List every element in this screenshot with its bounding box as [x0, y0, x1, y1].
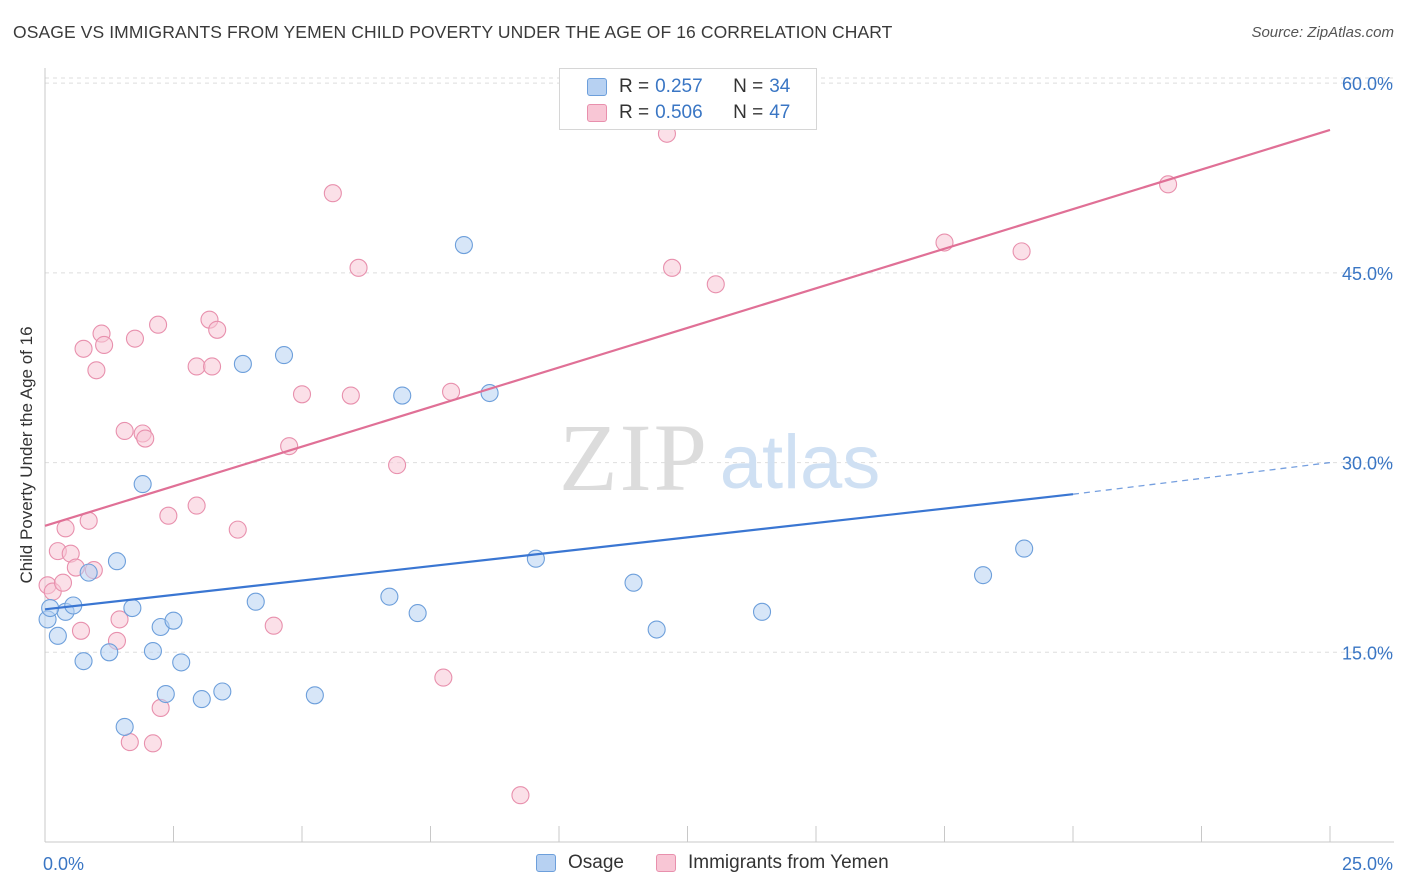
- legend: R = 0.257 N = 34 R = 0.506 N = 47: [559, 68, 817, 130]
- yemen-point: [95, 335, 114, 355]
- legend-n-value: 47: [769, 102, 791, 123]
- bottom-legend-label-yemen: Immigrants from Yemen: [688, 852, 889, 873]
- legend-row-yemen: R = 0.506 N = 47: [587, 100, 790, 126]
- osage-point: [624, 573, 643, 592]
- osage-point: [973, 566, 993, 585]
- osage-point: [48, 626, 67, 645]
- bottom-legend-swatch-osage: [536, 854, 556, 872]
- x-tick-label: 0.0%: [43, 854, 84, 874]
- chart-title: OSAGE VS IMMIGRANTS FROM YEMEN CHILD POV…: [13, 22, 893, 42]
- osage-point: [305, 686, 324, 705]
- y-tick-label: 15.0%: [1342, 643, 1393, 663]
- legend-r-value: 0.257: [655, 76, 703, 97]
- yemen-point: [159, 506, 178, 525]
- osage-point: [454, 236, 473, 255]
- yemen-point: [110, 610, 129, 629]
- osage-point: [213, 682, 232, 701]
- watermark-zip: ZIP: [559, 404, 709, 511]
- yemen-point: [434, 668, 453, 687]
- yemen-point: [87, 361, 106, 380]
- yemen-point: [442, 382, 461, 401]
- osage-point: [74, 652, 93, 671]
- bottom-legend-swatch-yemen: [656, 854, 676, 872]
- osage-point: [115, 717, 134, 736]
- bottom-legend-osage: Osage: [536, 852, 624, 874]
- yemen-point: [511, 786, 530, 805]
- yemen-point: [208, 320, 227, 339]
- yemen-point: [143, 734, 162, 753]
- yemen-point: [1012, 242, 1031, 261]
- yemen-point: [228, 520, 247, 539]
- legend-r-label: R =: [619, 102, 650, 123]
- yemen-point: [125, 329, 144, 348]
- osage-point: [123, 598, 142, 618]
- yemen-point: [71, 621, 91, 640]
- osage-point: [192, 690, 211, 709]
- y-tick-label: 45.0%: [1342, 264, 1393, 284]
- yemen-point: [706, 275, 725, 294]
- yemen-point: [74, 339, 93, 358]
- osage-point: [380, 587, 399, 606]
- yemen-point: [149, 315, 168, 334]
- yemen-point: [663, 258, 682, 277]
- legend-row-osage: R = 0.257 N = 34: [587, 74, 790, 100]
- osage-point: [100, 643, 119, 662]
- watermark-atlas: atlas: [720, 420, 881, 505]
- yemen-point: [323, 184, 342, 203]
- osage-point: [107, 552, 127, 571]
- watermark: ZIP atlas: [559, 404, 880, 511]
- legend-swatch-yemen: [587, 104, 607, 122]
- bottom-legend-label-osage: Osage: [568, 852, 624, 873]
- osage-point: [233, 354, 252, 373]
- osage-point: [393, 386, 412, 405]
- tick-labels: 15.0% 30.0% 45.0% 60.0% 0.0% 25.0%: [43, 74, 1393, 874]
- y-tick-label: 30.0%: [1342, 454, 1393, 474]
- legend-n-label: N =: [733, 76, 764, 97]
- yemen-point: [120, 733, 139, 752]
- yemen-point: [388, 456, 407, 475]
- osage-point: [1015, 539, 1034, 558]
- yemen-point: [349, 258, 368, 277]
- osage-point: [480, 383, 499, 403]
- chart-source: Source: ZipAtlas.com: [1251, 24, 1394, 41]
- osage-point: [246, 592, 265, 611]
- osage-trend-line: [44, 493, 1074, 611]
- yemen-point: [53, 573, 73, 592]
- bottom-legend-yemen: Immigrants from Yemen: [656, 852, 889, 874]
- osage-point: [164, 611, 183, 630]
- osage-trend-extension: [1072, 461, 1331, 495]
- yemen-point: [187, 496, 206, 515]
- legend-swatch-osage: [587, 78, 607, 96]
- yemen-point: [115, 421, 134, 441]
- yemen-point: [341, 386, 360, 405]
- legend-n-value: 34: [769, 76, 791, 97]
- axes: [44, 68, 1394, 843]
- yemen-trend-line: [44, 128, 1331, 527]
- osage-point: [143, 641, 162, 661]
- osage-points: [38, 236, 1034, 736]
- trend-lines: [44, 128, 1331, 611]
- legend-r-label: R =: [619, 76, 650, 97]
- osage-point: [274, 346, 294, 365]
- yemen-point: [292, 385, 312, 404]
- osage-point: [172, 653, 191, 672]
- osage-point: [133, 475, 152, 494]
- yemen-point: [136, 429, 155, 448]
- osage-point: [79, 563, 98, 582]
- osage-point: [156, 684, 175, 704]
- osage-point: [647, 620, 666, 639]
- legend-n-label: N =: [733, 102, 764, 123]
- osage-point: [752, 602, 772, 621]
- yemen-point: [187, 357, 206, 376]
- osage-point: [408, 604, 427, 623]
- yemen-point: [203, 357, 222, 376]
- legend-r-value: 0.506: [655, 102, 703, 123]
- yemen-point: [264, 616, 283, 635]
- y-tick-label: 60.0%: [1342, 74, 1393, 94]
- x-tick-label: 25.0%: [1342, 854, 1393, 874]
